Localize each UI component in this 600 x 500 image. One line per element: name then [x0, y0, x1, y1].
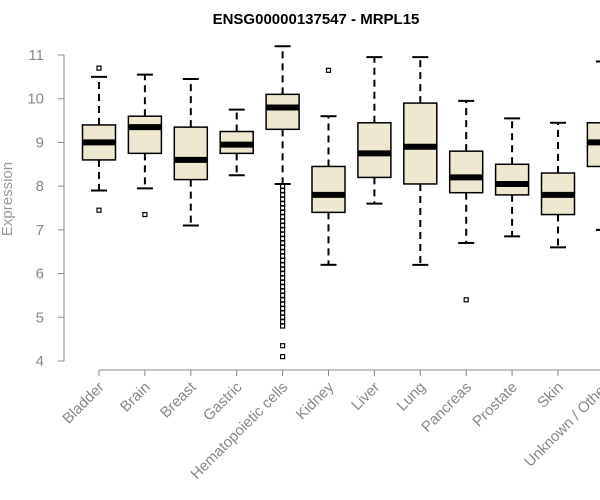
iqr-box — [357, 122, 392, 179]
outlier-point — [280, 288, 286, 294]
outlier-point — [280, 244, 286, 250]
outlier-point — [280, 236, 286, 242]
outlier-point — [280, 314, 286, 320]
iqr-box — [311, 165, 346, 214]
outlier-point — [280, 266, 286, 272]
box-brain — [127, 73, 163, 218]
outlier-point — [280, 301, 286, 307]
outlier-point — [280, 323, 286, 329]
outlier-point — [96, 207, 102, 213]
y-tick-label: 10 — [27, 91, 44, 108]
box-unknown-other — [586, 60, 600, 231]
outlier-point — [280, 354, 286, 360]
iqr-box — [173, 126, 209, 181]
outlier-point — [142, 211, 148, 218]
y-tick-label: 11 — [28, 47, 44, 64]
x-tick-label-skin: Skin — [534, 379, 567, 412]
outlier-point — [280, 222, 286, 229]
outlier-point — [280, 262, 286, 268]
outlier-point — [463, 297, 469, 303]
y-tick-label: 7 — [36, 222, 44, 239]
x-tick-label-brain: Brain — [117, 379, 154, 416]
iqr-box — [403, 102, 438, 185]
box-series — [81, 45, 600, 360]
outlier-point — [280, 209, 286, 215]
x-tick-label-liver: Liver — [348, 379, 383, 414]
outlier-point — [280, 279, 286, 285]
iqr-box — [127, 115, 163, 155]
y-axis: 4 5 6 7 8 9 10 11 — [27, 47, 65, 370]
outlier-point — [96, 65, 102, 71]
y-tick-label: 6 — [36, 266, 44, 283]
outlier-point — [325, 67, 332, 73]
box-bladder — [81, 65, 117, 213]
outlier-point — [280, 305, 286, 312]
box-skin — [540, 121, 576, 249]
box-lung — [403, 56, 438, 266]
outlier-point — [280, 275, 286, 281]
outlier-point — [280, 240, 286, 246]
outlier-point — [280, 297, 286, 303]
outlier-point — [280, 205, 286, 211]
y-tick-label: 4 — [36, 353, 44, 370]
outlier-point — [280, 187, 286, 194]
outlier-point — [280, 270, 286, 277]
box-gastric — [219, 108, 254, 177]
x-tick-label-gastric: Gastric — [200, 378, 246, 424]
x-tick-label-lung: Lung — [394, 379, 430, 415]
chart-title: ENSG00000137547 - MRPL15 — [213, 11, 420, 28]
iqr-box — [494, 163, 530, 196]
outlier-point — [280, 201, 286, 207]
outlier-point — [280, 310, 286, 316]
iqr-box — [448, 150, 484, 194]
y-tick-label: 9 — [36, 134, 44, 151]
outlier-point — [280, 319, 286, 325]
y-tick-label: 5 — [36, 309, 44, 326]
y-tick-label: 8 — [36, 178, 44, 195]
outlier-point — [280, 231, 286, 237]
box-liver — [357, 56, 392, 205]
x-tick-label-kidney: Kidney — [293, 378, 338, 423]
x-tick-label-prostate: Prostate — [469, 379, 521, 431]
outlier-point — [280, 253, 286, 259]
iqr-box — [265, 93, 300, 131]
y-axis-label: Expression — [0, 162, 16, 236]
box-breast — [173, 78, 209, 227]
outlier-point — [280, 218, 286, 224]
outlier-point — [280, 192, 286, 198]
outlier-point — [280, 214, 286, 220]
x-tick-label-pancreas: Pancreas — [418, 379, 475, 436]
outlier-point — [280, 249, 286, 255]
outlier-point — [280, 343, 286, 349]
box-pancreas — [448, 99, 484, 303]
box-kidney — [311, 67, 346, 266]
outlier-point — [280, 227, 286, 233]
outlier-point — [280, 284, 286, 290]
box-prostate — [494, 117, 530, 238]
x-tick-label-breast: Breast — [157, 378, 200, 421]
outlier-point — [280, 257, 286, 264]
outlier-point — [280, 292, 286, 299]
outlier-point — [280, 196, 286, 202]
box-hematopoietic-cells — [265, 45, 300, 360]
x-tick-label-bladder: Bladder — [59, 379, 108, 428]
